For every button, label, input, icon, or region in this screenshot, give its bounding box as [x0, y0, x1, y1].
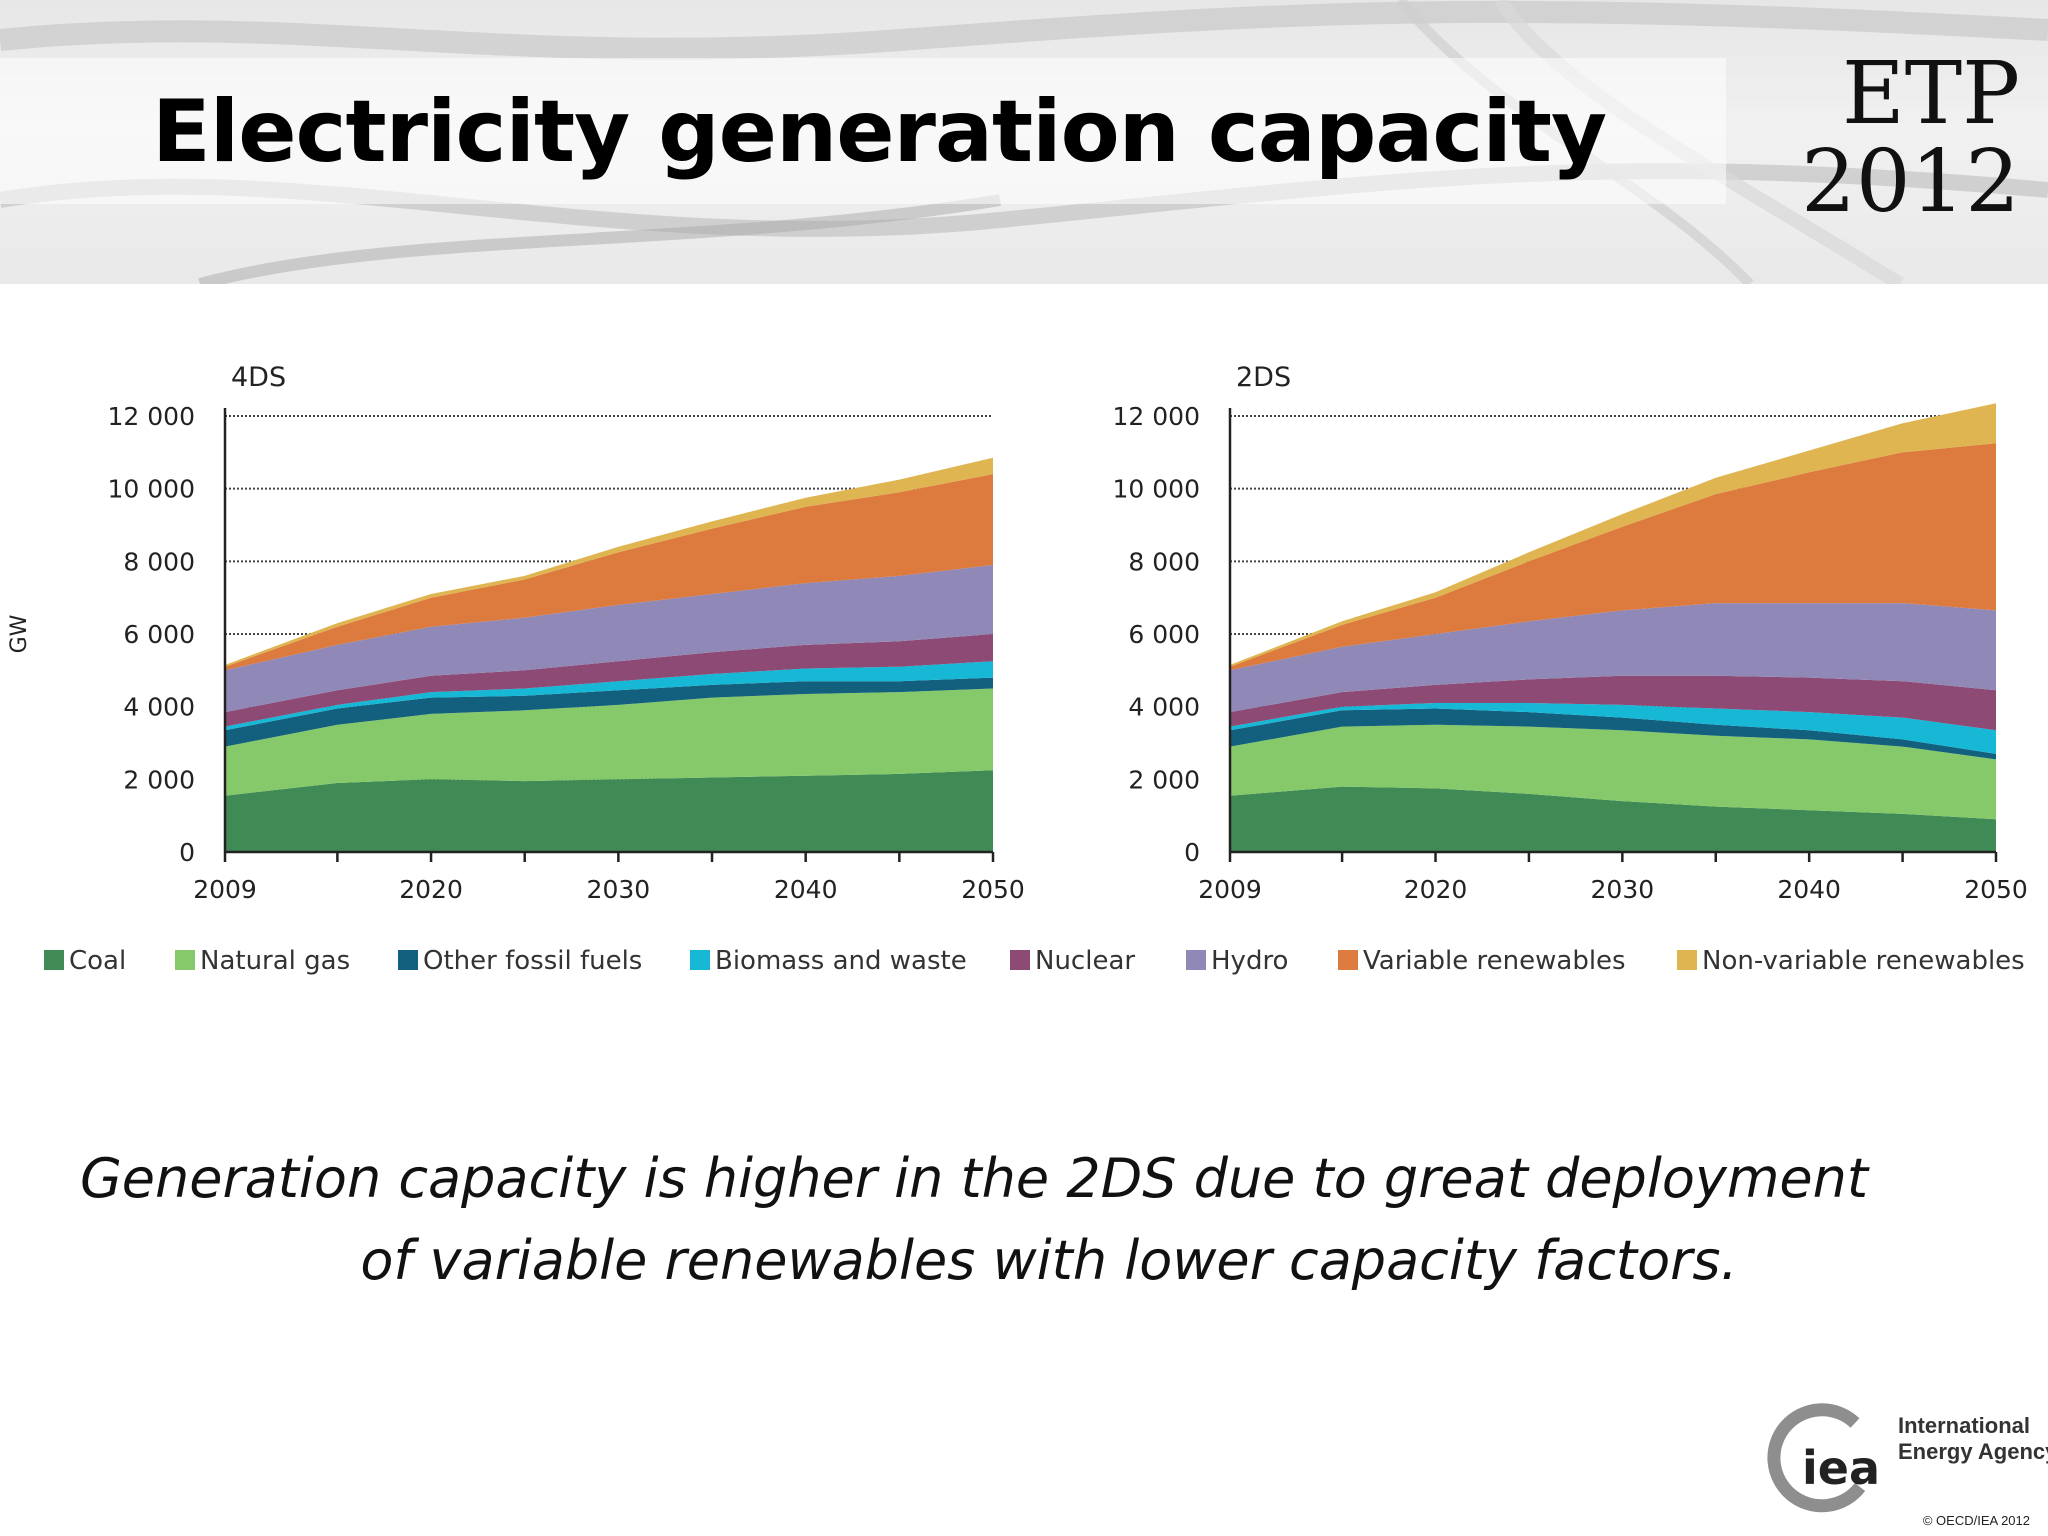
x-tick-label: 2040 — [774, 875, 838, 904]
y-tick-label: 0 — [179, 838, 195, 867]
etp-logo: ETP 2012 — [1780, 50, 2020, 226]
chart-2ds: 2009 2020 2030 2040 2050 0 2 000 4 000 6 000 8 00… — [1113, 362, 2028, 904]
area-biomass-and-waste-2ds — [1230, 703, 1996, 754]
y-tick-label: 12 000 — [1113, 402, 1200, 431]
x-tick-label: 2020 — [399, 875, 463, 904]
y-tick-label: 10 000 — [108, 475, 195, 504]
iea-mark: iea — [1802, 1441, 1881, 1495]
x-tick-label: 2030 — [1591, 875, 1655, 904]
copyright: © OECD/IEA 2012 — [1922, 1513, 2030, 1528]
x-tick-label: 2030 — [587, 875, 651, 904]
area-hydro-2ds — [1230, 603, 1996, 713]
area-nuclear-4ds — [225, 634, 993, 727]
area-hydro-4ds — [225, 565, 993, 713]
area-other-fossil-fuels-2ds — [1230, 708, 1996, 760]
legend-swatch-coal — [44, 950, 64, 970]
y-tick-label: 6 000 — [1128, 620, 1200, 649]
caption-line-1: Generation capacity is higher in the 2DS… — [79, 1147, 1869, 1210]
legend-label-biomass-and-waste: Biomass and waste — [715, 946, 967, 976]
y-tick-label: 6 000 — [123, 620, 195, 649]
iea-logo: iea International Energy Agency — [1760, 1395, 2048, 1520]
chart-legend: Coal Natural gas Other fossil fuels Biomass… — [44, 946, 2025, 976]
area-natural-gas-4ds — [225, 688, 993, 796]
y-tick-label: 12 000 — [108, 402, 195, 431]
x-tick-label: 2050 — [1964, 875, 2028, 904]
x-tick-label: 2050 — [961, 875, 1025, 904]
legend-swatch-variable-renewables — [1338, 950, 1358, 970]
legend-label-coal: Coal — [69, 946, 126, 976]
chart-title: 2DS — [1236, 362, 1291, 393]
area-coal-4ds — [225, 770, 993, 852]
legend-label-other-fossil-fuels: Other fossil fuels — [423, 946, 642, 976]
area-biomass-and-waste-4ds — [225, 661, 993, 731]
legend-swatch-non-variable-renewables — [1677, 950, 1697, 970]
area-natural-gas-2ds — [1230, 724, 1996, 820]
legend-label-nuclear: Nuclear — [1035, 946, 1135, 976]
etp-logo-line1: ETP — [1841, 44, 2020, 144]
page-title: Electricity generation capacity — [152, 82, 1607, 182]
legend-label-natural-gas: Natural gas — [200, 946, 350, 976]
legend-label-variable-renewables: Variable renewables — [1363, 946, 1626, 976]
x-tick-label: 2020 — [1404, 875, 1468, 904]
legend-swatch-hydro — [1186, 950, 1206, 970]
legend-swatch-nuclear — [1010, 950, 1030, 970]
area-non-variable-renewables-4ds — [225, 457, 993, 667]
caption-line-2: of variable renewables with lower capaci… — [360, 1229, 1738, 1292]
area-variable-renewables-4ds — [225, 474, 993, 671]
y-tick-label: 8 000 — [1128, 547, 1200, 576]
header-banner: Electricity generation capacity ETP 2012 — [0, 0, 2048, 284]
y-tick-label: 8 000 — [123, 547, 195, 576]
charts-area: 2009 2020 2030 2040 2050 0 2 000 4 000 6 000 8 00… — [7, 362, 2028, 976]
x-tick-label: 2040 — [1777, 875, 1841, 904]
y-tick-label: 0 — [1184, 838, 1200, 867]
area-variable-renewables-2ds — [1230, 443, 1996, 671]
x-tick-label: 2009 — [193, 875, 257, 904]
area-coal-2ds — [1230, 786, 1996, 852]
iea-name: International Energy Agency — [1898, 1413, 2048, 1465]
legend-swatch-biomass-and-waste — [690, 950, 710, 970]
area-non-variable-renewables-2ds — [1230, 403, 1996, 667]
legend-label-non-variable-renewables: Non-variable renewables — [1702, 946, 2025, 976]
area-other-fossil-fuels-4ds — [225, 677, 993, 747]
area-nuclear-2ds — [1230, 675, 1996, 731]
y-tick-label: 2 000 — [123, 765, 195, 794]
iea-name-line2: Energy Agency — [1898, 1439, 2048, 1464]
y-tick-label: 4 000 — [123, 693, 195, 722]
chart-4ds: 2009 2020 2030 2040 2050 0 2 000 4 000 6 000 8 00… — [7, 362, 1025, 904]
y-tick-label: 2 000 — [1128, 765, 1200, 794]
title-panel — [0, 58, 1726, 204]
caption: Generation capacity is higher in the 2DS… — [0, 1138, 2048, 1302]
etp-logo-line2: 2012 — [1801, 132, 2020, 232]
iea-ring-icon — [1767, 1403, 1866, 1513]
y-tick-label: 4 000 — [1128, 693, 1200, 722]
iea-name-line1: International — [1898, 1413, 2031, 1438]
legend-label-hydro: Hydro — [1211, 946, 1288, 976]
legend-swatch-other-fossil-fuels — [398, 950, 418, 970]
legend-swatch-natural-gas — [175, 950, 195, 970]
chart-title: 4DS — [231, 362, 286, 393]
y-axis-label: GW — [7, 614, 32, 653]
y-tick-label: 10 000 — [1113, 475, 1200, 504]
x-tick-label: 2009 — [1198, 875, 1262, 904]
